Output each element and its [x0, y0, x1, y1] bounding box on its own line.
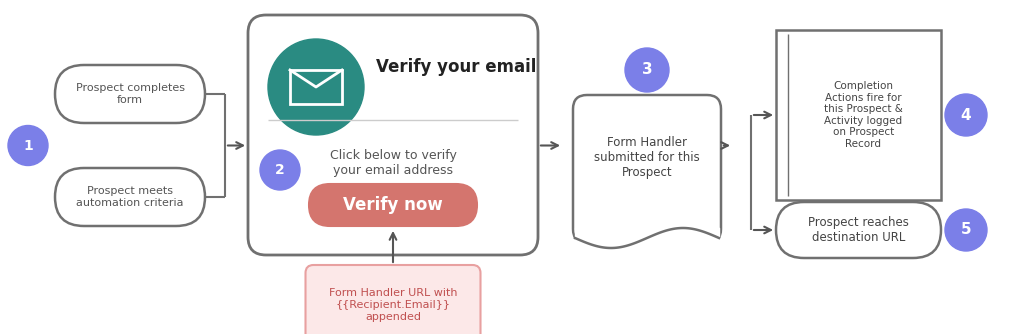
- Circle shape: [260, 150, 300, 190]
- Circle shape: [625, 48, 669, 92]
- Text: 1: 1: [24, 139, 33, 153]
- Text: Form Handler
submitted for this
Prospect: Form Handler submitted for this Prospect: [594, 136, 699, 179]
- Text: Completion
Actions fire for
this Prospect &
Activity logged
on Prospect
Record: Completion Actions fire for this Prospec…: [824, 81, 903, 149]
- Text: Form Handler URL with
{{Recipient.Email}}
appended: Form Handler URL with {{Recipient.Email}…: [329, 288, 458, 322]
- Bar: [776, 30, 941, 200]
- Text: Verify your email: Verify your email: [376, 58, 537, 76]
- Text: Prospect reaches
destination URL: Prospect reaches destination URL: [808, 216, 909, 244]
- Text: Click below to verify
your email address: Click below to verify your email address: [330, 149, 457, 177]
- FancyBboxPatch shape: [248, 15, 538, 255]
- Circle shape: [945, 209, 987, 251]
- FancyBboxPatch shape: [573, 95, 721, 243]
- FancyBboxPatch shape: [309, 184, 477, 226]
- Text: Verify now: Verify now: [343, 196, 442, 214]
- Circle shape: [8, 126, 48, 166]
- Circle shape: [945, 94, 987, 136]
- FancyBboxPatch shape: [305, 265, 480, 334]
- Text: Prospect meets
automation criteria: Prospect meets automation criteria: [76, 186, 183, 208]
- Text: 5: 5: [961, 222, 972, 237]
- FancyBboxPatch shape: [55, 168, 205, 226]
- FancyBboxPatch shape: [776, 202, 941, 258]
- Bar: [290, 70, 342, 104]
- Text: 3: 3: [642, 62, 652, 77]
- Text: Prospect completes
form: Prospect completes form: [76, 83, 184, 105]
- Text: 4: 4: [961, 108, 972, 123]
- Text: 2: 2: [275, 163, 285, 177]
- FancyBboxPatch shape: [55, 65, 205, 123]
- Circle shape: [268, 39, 364, 135]
